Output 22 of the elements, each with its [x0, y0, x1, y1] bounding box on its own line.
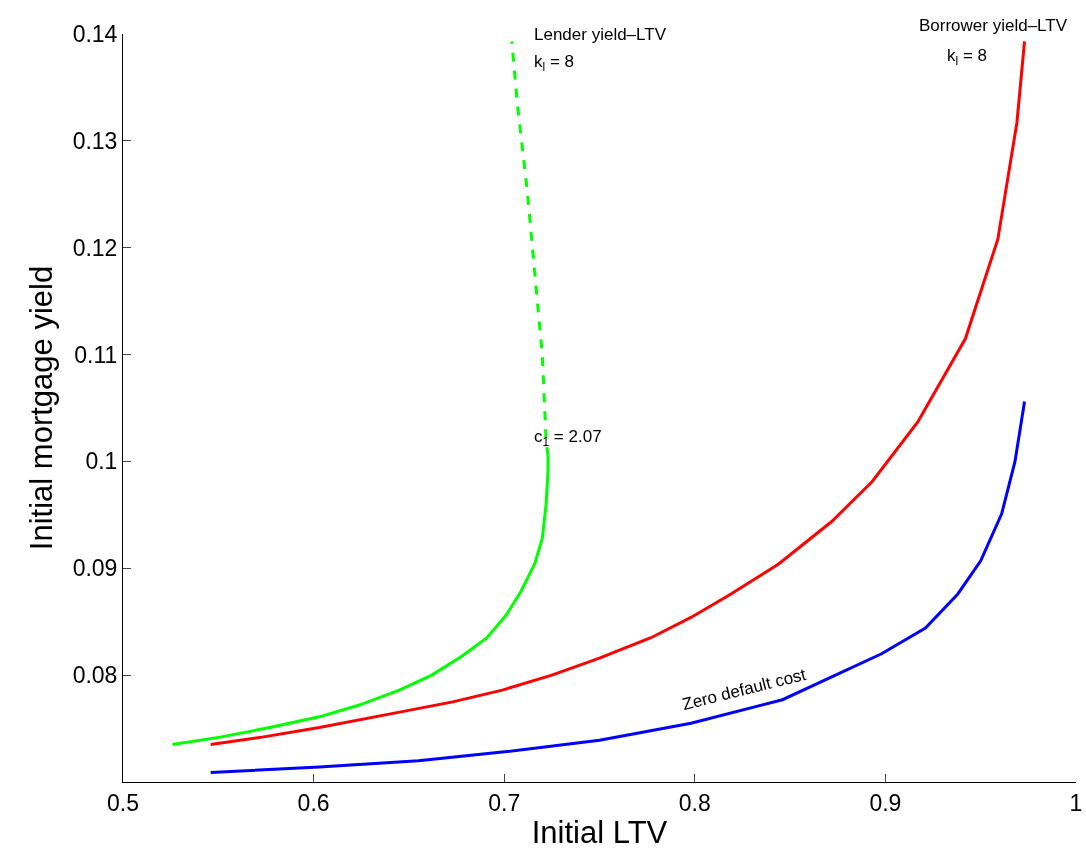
- annotation: c$_{1}$ = 2.07: [534, 427, 602, 449]
- y-tick-label: 0.14: [72, 21, 118, 48]
- x-tick-label: 0.7: [488, 789, 521, 816]
- y-tick-label: 0.08: [72, 662, 118, 689]
- x-tick-label: 0.5: [107, 789, 139, 816]
- y-axis-title: Initial mortgage yield: [24, 265, 60, 551]
- y-tick-label: 0.12: [72, 234, 118, 261]
- annotation: k$_{l}$ = 8: [947, 46, 987, 68]
- x-tick-label: 1: [1069, 789, 1083, 816]
- x-tick-label: 0.8: [678, 789, 711, 816]
- y-tick-label: 0.13: [72, 127, 118, 154]
- x-axis-title: Initial LTV: [531, 814, 668, 850]
- annotation: Borrower yield–LTV: [919, 16, 1068, 35]
- y-tick-label: 0.1: [85, 448, 118, 475]
- annotation: Lender yield–LTV: [534, 25, 667, 44]
- y-tick-label: 0.09: [72, 555, 118, 582]
- x-tick-label: 0.9: [869, 789, 902, 816]
- annotation: Zero default cost: [680, 664, 809, 715]
- annotation: k$_{l}$ = 8: [534, 52, 574, 74]
- line-series: [209, 400, 1027, 774]
- y-tick-label: 0.11: [74, 341, 118, 368]
- x-tick-label: 0.6: [297, 789, 330, 816]
